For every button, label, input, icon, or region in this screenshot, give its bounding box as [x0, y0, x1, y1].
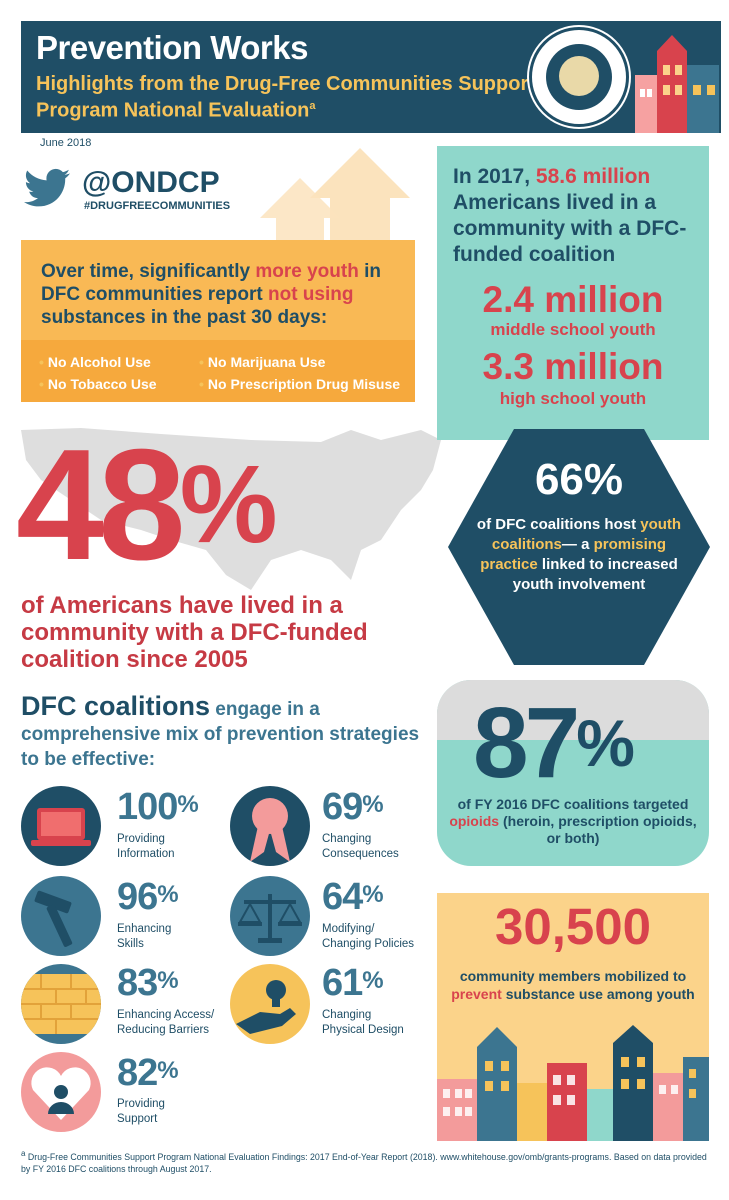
hexagon-shape: [448, 429, 710, 665]
strategy-label: Enhancing Skills: [117, 923, 172, 950]
award-ribbon-icon: [230, 786, 310, 866]
scales-icon: [230, 876, 310, 956]
middle-school-value: 2.4 million: [482, 279, 664, 320]
strategy-value: 64%: [322, 876, 384, 918]
strategy-value: 69%: [322, 786, 384, 828]
stat-66-description: of DFC coalitions host youth coalitions—…: [476, 516, 682, 593]
stat-2017-box: In 2017, 58.6 million Americans lived in…: [437, 146, 709, 440]
list-item: • No Marijuana Use: [199, 354, 326, 370]
high-school-value: 3.3 million: [482, 346, 664, 387]
usa-map-graphic: [21, 428, 441, 590]
strategy-label: Changing Physical Design: [322, 1009, 404, 1036]
hand-lightbulb-icon: [230, 964, 310, 1044]
ondcp-seal-logo: [529, 27, 629, 127]
strategy-label: Enhancing Access/Reducing Barriers: [117, 1009, 215, 1036]
stat-66-value: 66%: [534, 455, 624, 504]
strategy-label: Providing Information: [117, 833, 175, 860]
page-title: Prevention Works: [36, 29, 308, 66]
stat-30500-description: community members mobilized to prevent s…: [451, 968, 695, 1002]
list-item: • No Tobacco Use: [39, 376, 157, 392]
high-school-label: high school youth: [499, 389, 647, 408]
list-item: • No Prescription Drug Misuse: [199, 376, 401, 392]
footnote-marker: a: [309, 100, 316, 112]
stat-87-value: 87%: [473, 687, 635, 799]
brick-wall-icon: [21, 964, 101, 1044]
strategy-label: Providing Support: [117, 1098, 165, 1125]
list-item: • No Alcohol Use: [39, 354, 151, 370]
heart-person-icon: [21, 1052, 101, 1132]
middle-school-label: middle school youth: [490, 320, 656, 339]
header-banner: Prevention Works Highlights from the Dru…: [21, 21, 721, 133]
stat-48-description: of Americans have lived in a community w…: [21, 592, 368, 673]
strategies-heading: DFC coalitions engage in a comprehensive…: [21, 691, 420, 771]
stat-87-box: [437, 680, 709, 866]
strategy-value: 61%: [322, 962, 384, 1004]
hammer-icon: [21, 876, 101, 956]
twitter-bird-icon[interactable]: [24, 168, 70, 208]
publication-date: June 2018: [40, 137, 92, 149]
twitter-handle[interactable]: @ONDCP: [82, 166, 220, 199]
stat-87-description: of FY 2016 DFC coalitions targeted opioi…: [449, 796, 697, 846]
strategy-label: Modifying/Changing Policies: [322, 923, 415, 950]
stat-48-value: 48%: [16, 417, 278, 593]
strategy-value: 83%: [117, 962, 179, 1004]
youth-substance-box: Over time, significantly more youth in D…: [21, 240, 415, 402]
page-subtitle: Highlights from the Drug-Free Communitie…: [36, 73, 535, 122]
strategy-value: 96%: [117, 876, 179, 918]
strategy-value: 82%: [117, 1052, 179, 1094]
city-buildings-icon: [635, 35, 719, 133]
footnote: a Drug-Free Communities Support Program …: [21, 1149, 707, 1174]
city-skyline-graphic: [437, 1025, 709, 1141]
strategy-value: 100%: [117, 786, 199, 828]
stat-2017-statement: In 2017, 58.6 million Americans lived in…: [453, 165, 687, 266]
twitter-hashtag[interactable]: #DRUGFREECOMMUNITIES: [84, 200, 231, 212]
laptop-icon: [21, 786, 101, 866]
youth-statement: Over time, significantly more youth in D…: [41, 261, 381, 328]
strategy-label: Changing Consequences: [322, 833, 399, 860]
stat-30500-value: 30,500: [495, 898, 651, 955]
